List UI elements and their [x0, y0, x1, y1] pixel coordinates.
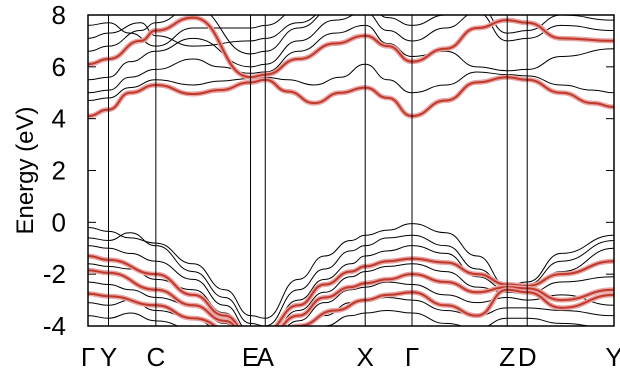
y-tick-label-2: 0 — [52, 207, 66, 237]
x-tick-label-2: C — [146, 342, 165, 372]
projected-band-4 — [88, 288, 614, 326]
y-axis-ticks: -4 -2 0 2 4 6 8 — [43, 0, 614, 341]
x-tick-label-5: X — [357, 342, 374, 372]
projected-band-glow-0 — [88, 74, 614, 119]
x-tick-label-4: A — [257, 342, 275, 372]
y-tick-label-6: 8 — [52, 0, 66, 30]
x-tick-label-9: Y — [605, 342, 620, 372]
x-tick-label-6: Γ — [405, 342, 419, 372]
y-tick-label-4: 4 — [52, 104, 66, 134]
y-tick-label-5: 6 — [52, 52, 66, 82]
x-axis-ticks: Γ Y C EA X Γ Z D Y — [81, 342, 620, 372]
y-axis-label: Energy (eV) — [12, 106, 39, 234]
y-tick-label-3: 2 — [52, 156, 66, 186]
band-line-7 — [88, 15, 614, 81]
x-tick-label-8: D — [518, 342, 537, 372]
band-line-9 — [88, 15, 418, 47]
band-line-10 — [88, 15, 286, 47]
x-tick-label-3: E — [242, 342, 259, 372]
band-line-5 — [88, 63, 614, 102]
band-line-15 — [88, 281, 614, 326]
projected-band-0 — [88, 76, 614, 118]
y-tick-label-1: -2 — [43, 259, 66, 289]
band-line-17 — [88, 309, 591, 326]
x-tick-label-0: Γ — [81, 342, 95, 372]
projected-band-glow-4 — [88, 287, 614, 326]
x-tick-label-7: Z — [499, 342, 515, 372]
high-symmetry-lines — [108, 15, 528, 326]
y-tick-label-0: -4 — [43, 311, 66, 341]
x-tick-label-1: Y — [100, 342, 117, 372]
